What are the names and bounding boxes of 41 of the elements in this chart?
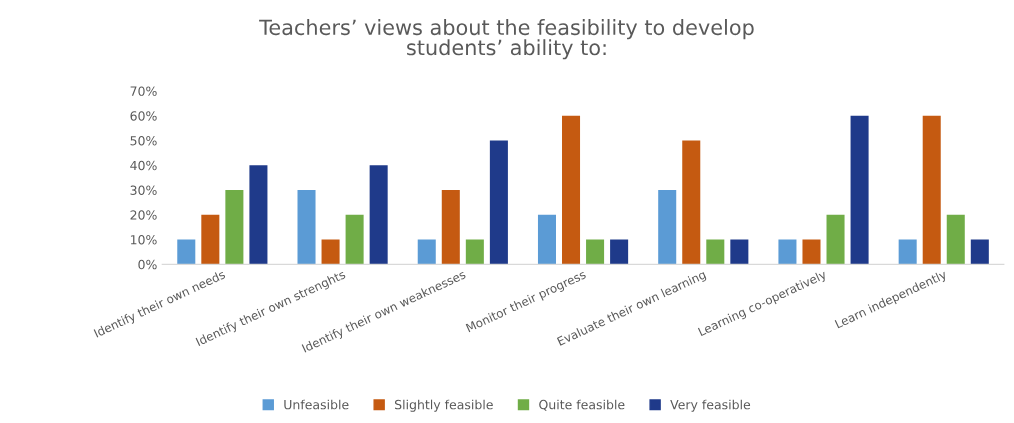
bar [610,239,629,265]
bar [682,140,701,265]
bar [201,214,220,265]
y-tick-label: 50% [130,135,157,146]
bar [562,115,581,265]
bar [177,239,196,265]
bar [369,165,388,265]
y-tick-label: 60% [130,111,157,121]
y-tick-label: 40% [130,160,157,171]
bar [441,190,460,265]
bar [850,115,869,265]
bar [730,239,749,265]
legend-label: Very feasible [670,399,751,412]
y-tick-label: 70% [130,86,157,96]
y-tick-label: 10% [130,235,157,245]
bar [225,190,244,265]
legend-label: Quite feasible [539,399,625,411]
y-tick-label: 20% [130,210,157,220]
bar [586,239,605,265]
bar [345,214,364,265]
chart-title: Teachers’ views about the feasibility to develop students’ ability to: [259,19,754,60]
bar [898,239,917,265]
bar [802,239,821,265]
bar [706,239,725,265]
bar [658,190,677,265]
bar [489,140,508,265]
bar [922,115,941,265]
bar [321,239,340,265]
legend-label: Slightly feasible [394,399,493,412]
bar [826,214,845,265]
bar [249,165,268,265]
legend-label: Unfeasible [284,399,349,410]
y-tick-label: 30% [130,185,157,195]
bar [417,239,436,265]
bar [970,239,989,265]
bar [778,239,797,265]
bar [946,214,965,265]
bar [465,239,484,265]
y-tick-label: 0% [138,259,157,270]
bar [537,214,556,265]
bar [297,190,316,265]
